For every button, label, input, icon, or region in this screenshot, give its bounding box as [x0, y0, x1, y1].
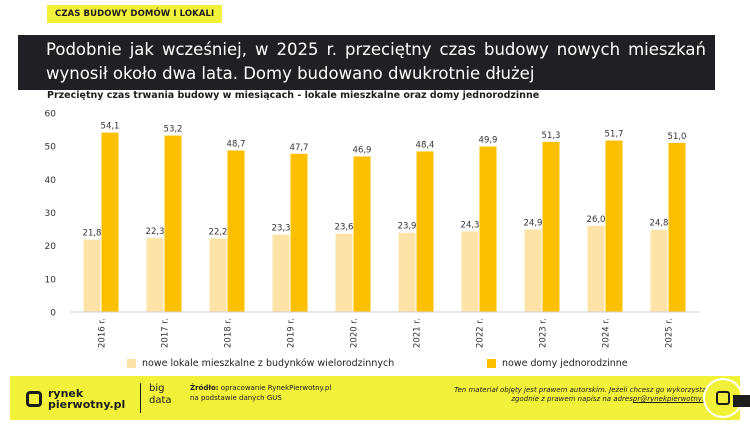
x-tick-label: 2022 r. [476, 318, 486, 348]
copyright-line-1: Ten materiał objęty jest prawem autorski… [454, 386, 710, 394]
legend-swatch-houses [487, 359, 496, 368]
x-tick-label: 2018 r. [224, 318, 234, 348]
bar-houses [290, 153, 308, 312]
bar-flats [461, 231, 479, 312]
y-tick-label: 30 [45, 209, 57, 219]
bar-houses [164, 135, 182, 312]
big-data-mark: big data [149, 383, 172, 407]
rynekpierwotny-logo-icon [26, 391, 42, 407]
bar-houses [101, 132, 119, 312]
headline: Podobnie jak wcześniej, w 2025 r. przeci… [46, 40, 706, 83]
data-label-houses: 47,7 [290, 143, 309, 153]
data-label-flats: 26,0 [587, 215, 606, 225]
chart-subtitle: Przeciętny czas trwania budowy w miesiąc… [47, 90, 540, 101]
y-tick-label: 0 [50, 309, 56, 319]
bar-houses [353, 156, 371, 312]
data-label-houses: 51,0 [668, 132, 687, 142]
bar-flats [587, 225, 605, 312]
data-label-flats: 23,6 [335, 223, 354, 233]
data-label-houses: 48,7 [227, 139, 246, 149]
legend-swatch-flats [127, 359, 136, 368]
headline-box: Podobnie jak wcześniej, w 2025 r. przeci… [18, 35, 715, 90]
big-data-line-2: data [149, 395, 172, 406]
y-tick-label: 20 [45, 242, 57, 252]
data-label-houses: 54,1 [101, 122, 120, 132]
topic-tag: CZAS BUDOWY DOMÓW I LOKALI [47, 5, 223, 23]
copyright-note: Ten materiał objęty jest prawem autorski… [395, 386, 710, 404]
rynekpierwotny-logo[interactable]: rynek pierwotny.pl [26, 388, 125, 410]
data-label-flats: 21,8 [83, 229, 102, 239]
bar-flats [650, 229, 668, 312]
logo-text: rynek pierwotny.pl [48, 388, 125, 410]
bar-flats [524, 229, 542, 312]
x-tick-label: 2017 r. [161, 318, 171, 348]
y-tick-label: 10 [45, 275, 57, 285]
legend-item-houses: nowe domy jednorodzinne [487, 358, 628, 369]
data-label-flats: 23,9 [398, 222, 417, 232]
data-label-flats: 22,3 [146, 227, 165, 237]
data-label-flats: 24,3 [461, 220, 480, 230]
x-tick-label: 2020 r. [350, 318, 360, 348]
copyright-email-link[interactable]: pr@rynekpierwotny.pl [632, 395, 710, 403]
data-label-flats: 23,3 [272, 224, 291, 234]
bar-flats [272, 234, 290, 312]
bar-houses [668, 142, 686, 312]
source-note: Źródło: opracowanie RynekPierwotny.pl na… [190, 383, 331, 403]
bar-houses [605, 140, 623, 312]
y-axis: 0 10 20 30 40 50 60 [45, 110, 57, 319]
footer-divider [140, 383, 141, 413]
data-label-houses: 51,7 [605, 130, 624, 140]
x-tick-label: 2016 r. [98, 318, 108, 348]
logo-line-2: pierwotny.pl [48, 398, 126, 411]
bars: 21,8 54,1 22,3 53,2 22,2 48,7 23,3 47,7 23,6 46,9… [83, 122, 687, 312]
data-label-houses: 49,9 [479, 135, 498, 145]
corner-tab [733, 395, 750, 407]
x-tick-label: 2024 r. [602, 318, 612, 348]
source-line-1: opracowanie RynekPierwotny.pl [220, 384, 332, 392]
rynekpierwotny-round-button-icon [716, 391, 730, 405]
bar-houses [227, 150, 245, 312]
logo-line-1: rynek [48, 387, 84, 400]
bar-houses [479, 146, 497, 312]
bar-houses [416, 151, 434, 312]
data-label-flats: 22,2 [209, 227, 228, 237]
copyright-line-2: zgodnie z prawem napisz na adres [511, 395, 633, 403]
data-label-houses: 53,2 [164, 125, 183, 135]
source-label: Źródło: [190, 384, 219, 392]
topic-tag-text: CZAS BUDOWY DOMÓW I LOKALI [55, 9, 215, 19]
legend-label-flats: nowe lokale mieszkalne z budynków wielor… [142, 358, 395, 369]
data-label-flats: 24,8 [650, 219, 669, 229]
y-tick-label: 40 [45, 176, 57, 186]
bar-flats [398, 232, 416, 312]
bar-flats [83, 239, 101, 312]
bar-houses [542, 141, 560, 312]
y-tick-label: 50 [45, 143, 57, 153]
y-tick-label: 60 [45, 110, 57, 120]
data-label-houses: 46,9 [353, 145, 372, 155]
x-tick-label: 2023 r. [539, 318, 549, 348]
x-tick-label: 2021 r. [413, 318, 423, 348]
bar-flats [209, 238, 227, 312]
x-tick-label: 2019 r. [287, 318, 297, 348]
footer-bar: rynek pierwotny.pl big data Źródło: opra… [10, 376, 740, 420]
legend-label-houses: nowe domy jednorodzinne [502, 358, 628, 369]
x-tick-label: 2025 r. [665, 318, 675, 348]
x-axis: 2016 r. 2017 r. 2018 r. 2019 r. 2020 r. 2021 … [70, 311, 700, 348]
source-line-2: na podstawie danych GUS [190, 394, 282, 402]
legend-item-flats: nowe lokale mieszkalne z budynków wielor… [127, 358, 394, 369]
bar-flats [146, 238, 164, 312]
big-data-line-1: big [149, 383, 165, 394]
bar-flats [335, 233, 353, 312]
data-label-houses: 51,3 [542, 131, 561, 141]
data-label-houses: 48,4 [416, 140, 435, 150]
data-label-flats: 24,9 [524, 218, 543, 228]
